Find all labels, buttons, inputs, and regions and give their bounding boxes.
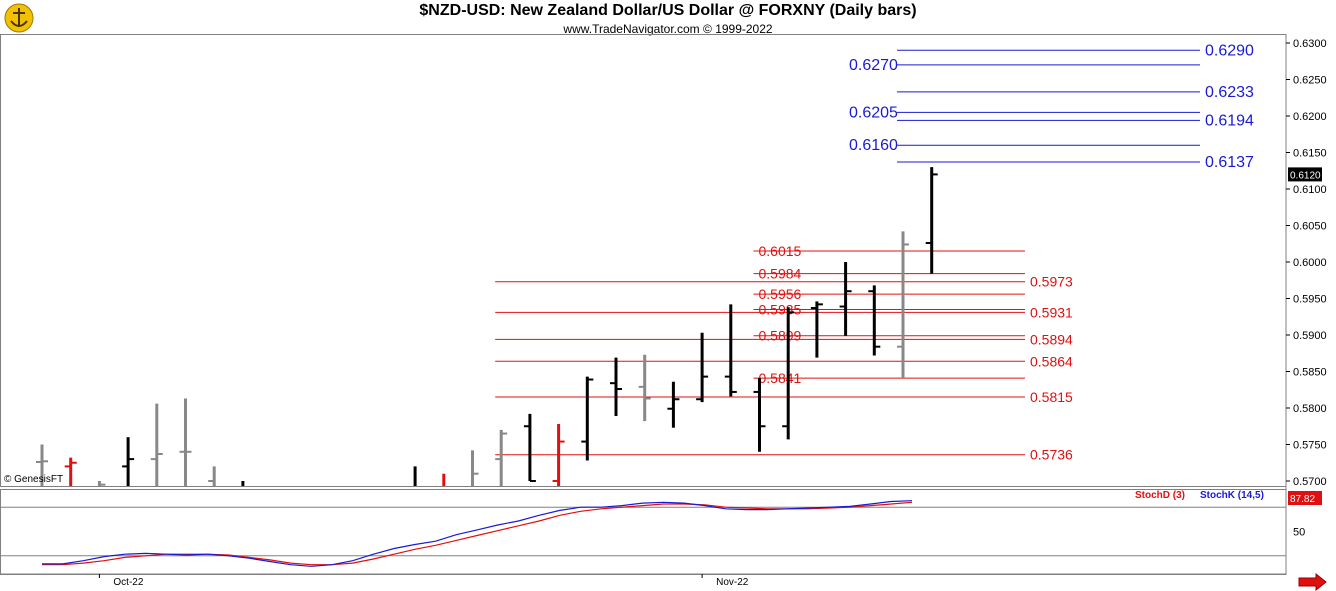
price-tick-label: 0.6050 (1293, 221, 1327, 233)
level-label: 0.5899 (759, 328, 802, 344)
level-label: 0.6015 (759, 243, 802, 259)
stoch-k-line (42, 500, 913, 567)
anchor-logo-icon (4, 3, 34, 33)
scroll-right-arrow-icon (1298, 572, 1327, 591)
level-label: 0.6270 (849, 57, 898, 74)
copyright-text: © GenesisFT (4, 474, 64, 485)
price-tick-label: 0.5850 (1293, 367, 1327, 379)
level-label: 0.5864 (1030, 353, 1073, 369)
level-label: 0.6194 (1205, 112, 1254, 129)
level-label: 0.6290 (1205, 42, 1254, 59)
price-tick-label: 0.6100 (1293, 184, 1327, 196)
chart-subtitle: www.TradeNavigator.com © 1999-2022 (563, 22, 773, 36)
price-tick-label: 0.5950 (1293, 294, 1327, 306)
indicator-panel-frame (0, 489, 1287, 575)
price-tick-label: 0.6250 (1293, 75, 1327, 87)
level-label: 0.6137 (1205, 154, 1254, 171)
level-label: 0.5956 (759, 286, 802, 302)
level-label: 0.6160 (849, 137, 898, 154)
level-label: 0.5894 (1030, 331, 1073, 347)
indicator-last-box (1288, 491, 1322, 505)
x-tick-label: Oct-22 (113, 577, 143, 588)
level-label: 0.5973 (1030, 274, 1073, 290)
price-tick-label: 0.5900 (1293, 330, 1327, 342)
price-tick-label: 0.6000 (1293, 257, 1327, 269)
level-label: 0.6205 (849, 104, 898, 121)
indicator-last-label: 87.82 (1290, 494, 1315, 505)
chart-title: $NZD-USD: New Zealand Dollar/US Dollar @… (419, 2, 917, 19)
price-bars (36, 167, 938, 486)
x-tick-label: Nov-22 (716, 577, 749, 588)
last-price-box (1288, 167, 1322, 182)
level-label: 0.5815 (1030, 389, 1073, 405)
indicator-tick-label: 50 (1293, 527, 1305, 539)
price-tick-label: 0.5800 (1293, 403, 1327, 415)
level-label: 0.5935 (759, 301, 802, 317)
stoch-k-legend: StochK (14,5) (1200, 490, 1264, 501)
last-price-label: 0.6120 (1290, 170, 1321, 181)
price-tick-label: 0.6200 (1293, 111, 1327, 123)
level-label: 0.5984 (759, 266, 802, 282)
price-tick-label: 0.5750 (1293, 440, 1327, 452)
price-tick-label: 0.6300 (1293, 38, 1327, 50)
level-label: 0.5841 (759, 370, 802, 386)
price-tick-label: 0.6150 (1293, 148, 1327, 160)
stoch-d-line (42, 501, 913, 566)
price-tick-label: 0.5700 (1293, 476, 1327, 488)
level-label: 0.5931 (1030, 304, 1073, 320)
level-label: 0.5736 (1030, 447, 1073, 463)
stoch-d-legend: StochD (3) (1135, 490, 1185, 501)
level-label: 0.6233 (1205, 84, 1254, 101)
